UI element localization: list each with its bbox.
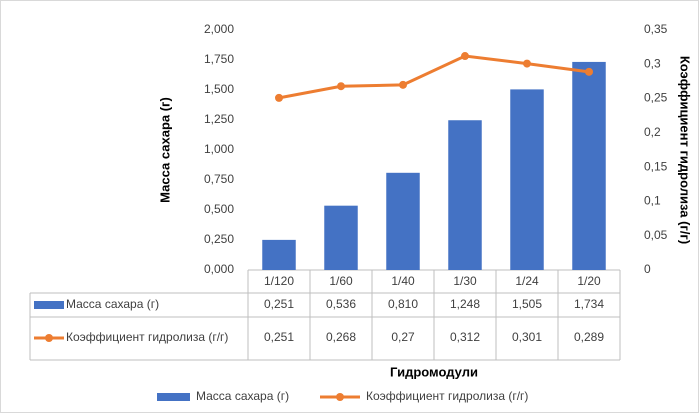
x-tick-label: 1/20 <box>577 274 601 288</box>
y2-tick-label: 0 <box>644 262 651 276</box>
legend-label: Коэффициент гидролиза (г/г) <box>366 389 528 403</box>
table-cell: 0,251 <box>264 297 294 311</box>
line-marker <box>523 59 531 68</box>
x-tick-label: 1/60 <box>329 274 353 288</box>
line-marker <box>585 67 593 76</box>
y-tick-label: 1,750 <box>204 52 234 66</box>
legend-swatch <box>336 393 344 401</box>
legend-swatch <box>157 393 190 401</box>
x-tick-label: 1/30 <box>453 274 477 288</box>
bar <box>572 61 606 270</box>
y2-tick-label: 0,05 <box>644 228 668 242</box>
x-tick-label: 1/120 <box>264 274 294 288</box>
table-cell: 0,810 <box>388 297 418 311</box>
table-cell: 0,289 <box>574 330 604 344</box>
y-tick-label: 2,000 <box>204 22 234 36</box>
y2-tick-label: 0,25 <box>644 91 668 105</box>
y2-tick-label: 0,15 <box>644 159 668 173</box>
y-tick-label: 0,250 <box>204 232 234 246</box>
y-tick-label: 1,250 <box>204 112 234 126</box>
bar <box>448 120 482 271</box>
bar <box>324 205 358 270</box>
bar <box>510 89 544 271</box>
x-tick-label: 1/40 <box>391 274 415 288</box>
table-cell: 1,505 <box>512 297 542 311</box>
y2-tick-label: 0,1 <box>644 194 661 208</box>
y2-tick-label: 0,35 <box>644 22 668 36</box>
bar <box>262 239 296 270</box>
y2-tick-label: 0,2 <box>644 125 661 139</box>
line-marker <box>275 93 283 102</box>
line-marker <box>399 80 407 89</box>
table-cell: 1,734 <box>574 297 604 311</box>
y-axis-title: Масса сахара (г) <box>157 97 172 203</box>
line-marker <box>461 52 469 61</box>
y-tick-label: 0,750 <box>204 172 234 186</box>
x-tick-label: 1/24 <box>515 274 539 288</box>
y-tick-label: 1,000 <box>204 142 234 156</box>
table-cell: 0,251 <box>264 330 294 344</box>
table-cell: 0,27 <box>391 330 415 344</box>
legend-label: Масса сахара (г) <box>196 389 289 403</box>
line <box>278 54 590 100</box>
bar <box>386 172 420 270</box>
table-cell: 0,301 <box>512 330 542 344</box>
table-cell: 1,248 <box>450 297 480 311</box>
y2-axis-title: Коэффициент гидролиза (г/г) <box>678 56 693 244</box>
table-cell: 0,536 <box>326 297 356 311</box>
table-row-label: Коэффициент гидролиза (г/г) <box>66 330 228 344</box>
table-swatch <box>34 301 64 309</box>
line-marker <box>337 82 345 91</box>
table-cell: 0,312 <box>450 330 480 344</box>
y-tick-label: 1,500 <box>204 82 234 96</box>
y-tick-label: 0,500 <box>204 202 234 216</box>
y-tick-label: 0,000 <box>204 262 234 276</box>
table-cell: 0,268 <box>326 330 356 344</box>
table-swatch <box>45 334 53 342</box>
x-axis-title: Гидромодули <box>390 364 478 379</box>
table-row-label: Масса сахара (г) <box>66 297 159 311</box>
y2-tick-label: 0,3 <box>644 56 661 70</box>
